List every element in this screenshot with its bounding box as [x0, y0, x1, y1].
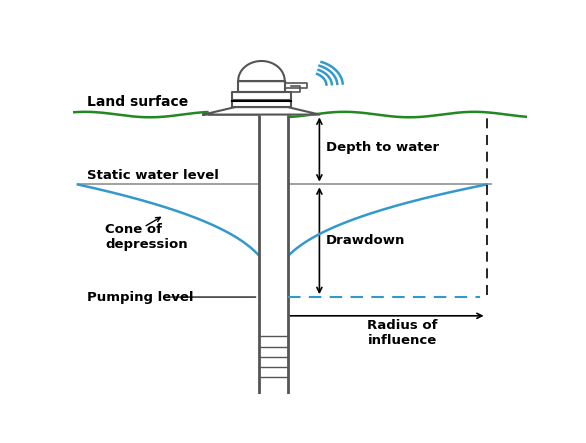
Polygon shape: [291, 85, 299, 92]
Text: Cone of
depression: Cone of depression: [105, 223, 188, 251]
Text: Radius of
influence: Radius of influence: [367, 319, 438, 346]
Text: Land surface: Land surface: [87, 95, 188, 109]
Polygon shape: [238, 81, 285, 92]
Polygon shape: [203, 107, 319, 115]
Text: Static water level: Static water level: [87, 169, 219, 182]
Polygon shape: [233, 92, 291, 107]
Polygon shape: [285, 83, 306, 89]
Text: Drawdown: Drawdown: [326, 234, 406, 247]
Polygon shape: [238, 61, 285, 81]
Text: Depth to water: Depth to water: [326, 141, 440, 154]
Text: Pumping level: Pumping level: [87, 291, 193, 303]
